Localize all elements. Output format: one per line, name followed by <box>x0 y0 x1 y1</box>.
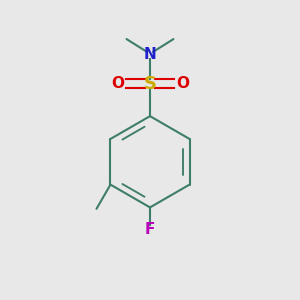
Text: O: O <box>111 76 124 91</box>
Text: O: O <box>176 76 189 91</box>
Text: F: F <box>145 222 155 237</box>
Text: S: S <box>143 75 157 93</box>
Text: N: N <box>144 47 156 62</box>
